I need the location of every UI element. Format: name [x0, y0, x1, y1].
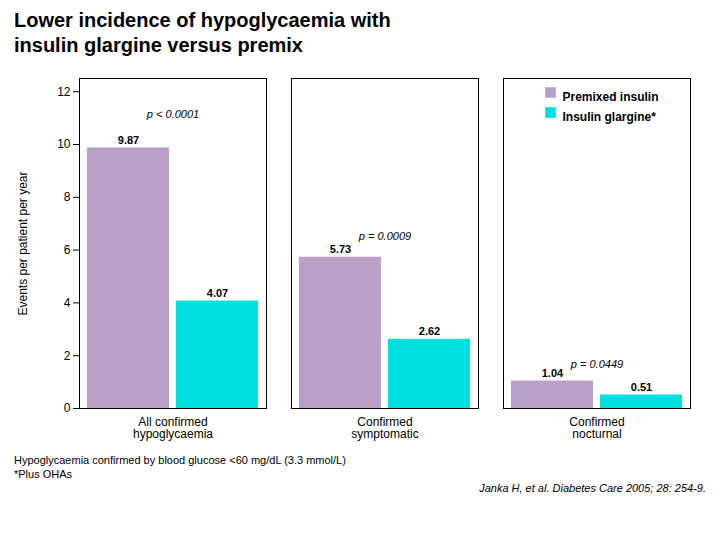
svg-text:p = 0.0449: p = 0.0449 [570, 358, 623, 370]
svg-text:Premixed insulin: Premixed insulin [563, 90, 659, 104]
svg-text:9.87: 9.87 [118, 134, 139, 146]
svg-text:2: 2 [64, 349, 71, 363]
svg-text:0: 0 [64, 401, 71, 415]
svg-text:Confirmednocturnal: Confirmednocturnal [569, 415, 624, 441]
svg-text:Confirmedsymptomatic: Confirmedsymptomatic [351, 415, 418, 441]
html-text:Janka H, et al. Diabetes Care: Janka H, et al. Diabetes Care 2005; 28: … [479, 482, 706, 494]
svg-text:Insulin glargine*: Insulin glargine* [563, 110, 657, 124]
svg-text:Events per patient per year: Events per patient per year [16, 171, 30, 315]
svg-text:10: 10 [57, 137, 71, 151]
svg-text:5.73: 5.73 [330, 243, 351, 255]
svg-text:6: 6 [64, 243, 71, 257]
svg-text:4.07: 4.07 [207, 287, 228, 299]
svg-text:All confirmedhypoglycaemia: All confirmedhypoglycaemia [133, 415, 213, 441]
html-text:Hypoglycaemia confirmed by blo: Hypoglycaemia confirmed by blood glucose… [14, 454, 346, 466]
svg-text:8: 8 [64, 190, 71, 204]
svg-text:0.51: 0.51 [631, 381, 652, 393]
html-text:*Plus OHAs: *Plus OHAs [14, 468, 73, 480]
svg-text:4: 4 [64, 296, 71, 310]
svg-text:p = 0.0009: p = 0.0009 [358, 230, 411, 242]
svg-text:2.62: 2.62 [419, 325, 440, 337]
svg-text:12: 12 [57, 85, 71, 99]
svg-text:p < 0.0001: p < 0.0001 [146, 108, 199, 120]
svg-text:1.04: 1.04 [542, 367, 564, 379]
html-text:Lower incidence of hypoglycaem: Lower incidence of hypoglycaemia with in… [14, 9, 391, 56]
